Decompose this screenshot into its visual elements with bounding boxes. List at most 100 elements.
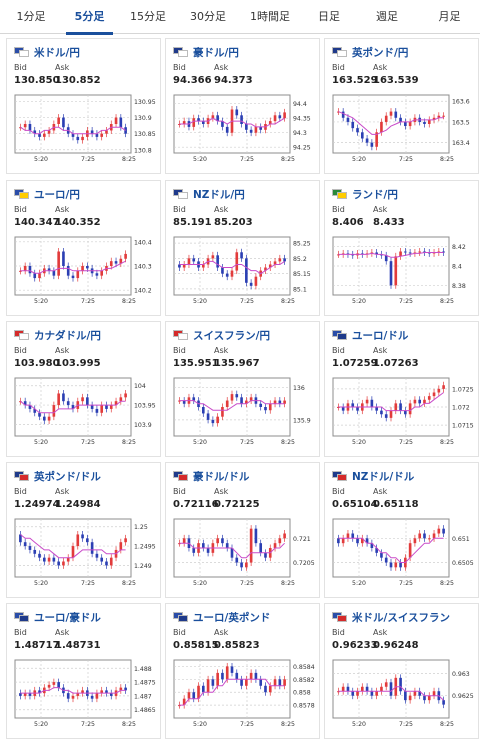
- bid-value: 135.951: [173, 358, 219, 369]
- candle-body: [201, 264, 205, 268]
- tab-2[interactable]: 15分足: [130, 10, 166, 23]
- x-tick-label: 7:25: [81, 156, 95, 163]
- candle-body: [337, 254, 340, 256]
- rate-card[interactable]: 米ドル/円 Bid Ask 130.850 130.852 130.95 130.…: [6, 38, 161, 174]
- rate-card[interactable]: NZドル/ドル Bid Ask 0.65104 0.65118 0.651 0.6…: [324, 462, 479, 598]
- rate-card[interactable]: ユーロ/英ポンド Bid Ask 0.85815 0.85823 0.8584 0…: [165, 603, 320, 739]
- candle-body: [437, 528, 441, 534]
- candle-body: [389, 111, 393, 116]
- candle-body: [86, 266, 89, 269]
- candle-body: [235, 252, 239, 271]
- x-tick-label: 7:25: [81, 721, 95, 728]
- candle-body: [182, 121, 186, 124]
- candle-body: [86, 397, 89, 406]
- y-tick-label: 136: [293, 385, 305, 392]
- tab-7[interactable]: 月足: [438, 10, 461, 23]
- rate-card[interactable]: 米ドル/スイスフラン Bid Ask 0.96233 0.96248 0.963…: [324, 603, 479, 739]
- rate-card[interactable]: NZドル/円 Bid Ask 85.191 85.203 85.25 85.2 85…: [165, 180, 320, 316]
- x-tick-label: 7:25: [399, 580, 413, 587]
- rate-card[interactable]: ランド/円 Bid Ask 8.406 8.433 8.42 8.4 8.38 5:2…: [324, 180, 479, 316]
- pair-name[interactable]: ユーロ/ドル: [352, 329, 409, 342]
- ask-value: 1.48731: [55, 640, 101, 651]
- candle-body: [264, 407, 267, 411]
- pair-name[interactable]: 豪ドル/円: [193, 46, 239, 59]
- candle-body: [375, 548, 378, 553]
- y-tick-label: 85.25: [293, 241, 311, 248]
- rate-card[interactable]: 豪ドル/ドル Bid Ask 0.72116 0.72125 0.721 0.72…: [165, 462, 320, 598]
- y-tick-label: 94.3: [293, 130, 307, 137]
- bid-value: 1.48717: [14, 640, 60, 651]
- tab-5[interactable]: 日足: [318, 10, 340, 23]
- pair-name[interactable]: スイスフラン/円: [193, 329, 271, 342]
- candle-body: [114, 261, 118, 264]
- y-tick-label: 140.2: [134, 288, 152, 295]
- price-chart: 0.651 0.6505 5:20 7:25 8:25: [332, 518, 474, 587]
- candle-body: [211, 255, 215, 259]
- pair-name[interactable]: ランド/円: [352, 188, 398, 201]
- ask-value: 85.203: [214, 217, 253, 228]
- tab-3[interactable]: 30分足: [190, 10, 226, 23]
- candle-body: [235, 557, 239, 563]
- pair-name[interactable]: 米ドル/円: [34, 46, 80, 59]
- moving-average-line: [179, 117, 285, 128]
- rate-card[interactable]: 英ポンド/円 Bid Ask 163.529 163.539 163.6 163.…: [324, 38, 479, 174]
- candle-body: [259, 543, 263, 553]
- tab-4[interactable]: 1時間足: [250, 10, 290, 23]
- pair-name[interactable]: NZドル/ドル: [352, 470, 415, 483]
- candle-body: [408, 695, 412, 701]
- candle-body: [105, 130, 108, 134]
- pair-name[interactable]: 豪ドル/ドル: [193, 470, 250, 483]
- rate-card[interactable]: スイスフラン/円 Bid Ask 135.951 135.967 136 135.…: [165, 321, 320, 457]
- candle-body: [52, 557, 56, 562]
- currency-flag-icon: [173, 471, 188, 481]
- tab-6[interactable]: 週足: [376, 10, 398, 23]
- candle-body: [119, 542, 123, 550]
- tab-1[interactable]: 5分足: [62, 0, 117, 35]
- candle-body: [225, 400, 229, 407]
- candle-body: [418, 691, 422, 696]
- candle-body: [28, 546, 32, 550]
- candle-body: [47, 684, 51, 688]
- candle-body: [76, 136, 80, 141]
- bid-value: 0.85815: [173, 640, 219, 651]
- price-chart: 94.4 94.35 94.3 94.25 5:20 7:25 8:25: [173, 94, 311, 163]
- ask-label: Ask: [373, 205, 388, 214]
- pair-name[interactable]: 英ポンド/ドル: [34, 470, 101, 483]
- pair-name[interactable]: 英ポンド/円: [352, 46, 409, 59]
- card-header: ユーロ/ドル: [332, 328, 408, 342]
- pair-name[interactable]: ユーロ/豪ドル: [34, 611, 101, 624]
- candle-body: [337, 691, 340, 693]
- candle-body: [432, 117, 436, 120]
- x-tick-label: 8:25: [281, 298, 295, 305]
- pair-name[interactable]: NZドル/円: [193, 188, 245, 201]
- candle-body: [178, 124, 181, 125]
- rate-card[interactable]: ユーロ/豪ドル Bid Ask 1.48717 1.48731 1.488 1.4…: [6, 603, 161, 739]
- candle-body: [404, 691, 407, 701]
- tab-0[interactable]: 1分足: [16, 10, 46, 23]
- rate-card[interactable]: ユーロ/円 Bid Ask 140.347 140.352 140.4 140.3…: [6, 180, 161, 316]
- candle-body: [432, 533, 436, 539]
- pair-name[interactable]: ユーロ/英ポンド: [193, 611, 271, 624]
- pair-name[interactable]: カナダドル/円: [34, 329, 101, 342]
- x-tick-label: 7:25: [81, 298, 95, 305]
- candle-body: [81, 266, 84, 271]
- candle-body: [33, 273, 37, 279]
- bid-label: Bid: [14, 346, 27, 355]
- y-tick-label: 0.963: [452, 671, 470, 678]
- pair-name[interactable]: 米ドル/スイスフラン: [352, 611, 451, 624]
- candle-body: [57, 393, 60, 406]
- candle-body: [119, 117, 123, 128]
- rate-card[interactable]: ユーロ/ドル Bid Ask 1.07259 1.07263 1.0725 1.0…: [324, 321, 479, 457]
- rate-card[interactable]: 英ポンド/ドル Bid Ask 1.24974 1.24984 1.25 1.24…: [6, 462, 161, 598]
- ask-label: Ask: [214, 628, 229, 637]
- ask-value: 1.24984: [55, 499, 101, 510]
- ask-label: Ask: [55, 346, 70, 355]
- candle-body: [192, 692, 196, 699]
- moving-average-line: [338, 686, 444, 701]
- pair-name[interactable]: ユーロ/円: [34, 188, 80, 201]
- candle-body: [268, 121, 272, 124]
- rate-card[interactable]: 豪ドル/円 Bid Ask 94.366 94.373 94.4 94.35 94.…: [165, 38, 320, 174]
- rate-card[interactable]: カナダドル/円 Bid Ask 103.980 103.995 104 103.9…: [6, 321, 161, 457]
- candle-body: [235, 394, 239, 398]
- candle-body: [28, 405, 32, 409]
